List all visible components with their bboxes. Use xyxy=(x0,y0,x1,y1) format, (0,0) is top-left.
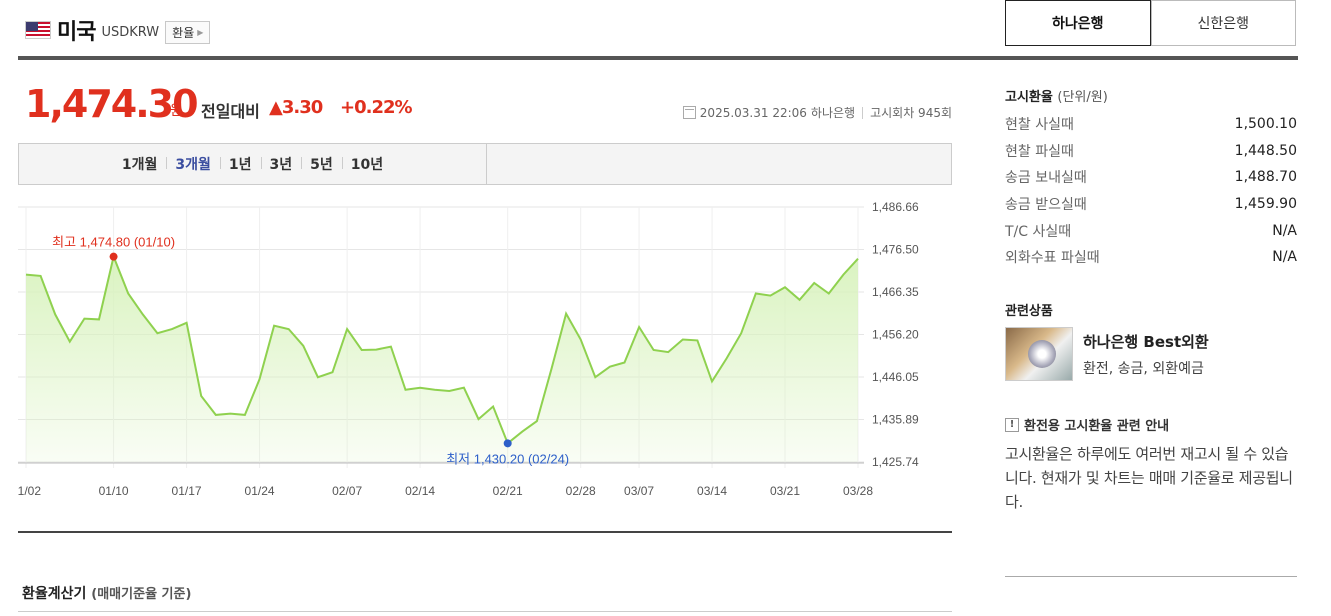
page-title: 미국 xyxy=(57,20,96,45)
change-label: 전일대비 xyxy=(201,102,260,121)
calculator-divider xyxy=(18,611,952,612)
chart-divider xyxy=(18,531,952,533)
rate-value: N/A xyxy=(1272,222,1297,239)
notice-section: ! 환전용 고시환율 관련 안내 고시환율은 하루에도 여러번 재고시 될 수 … xyxy=(1005,415,1297,514)
y-tick-label: 1,476.50 xyxy=(872,243,919,257)
rate-row: 현찰 파실때 1,448.50 xyxy=(1005,138,1297,165)
x-tick-label: 03/07 xyxy=(624,484,654,498)
period-tab-group: 1개월 3개월 1년 3년 5년 10년 xyxy=(19,144,487,184)
x-tick-label: 01/17 xyxy=(172,484,202,498)
chevron-right-icon: ▶ xyxy=(197,27,204,37)
product-name[interactable]: 하나은행 Best외환 xyxy=(1083,333,1209,351)
min-point xyxy=(503,439,512,448)
x-tick-label: 03/28 xyxy=(843,484,873,498)
tab-1-year[interactable]: 1년 xyxy=(219,154,261,174)
period-tabs: 1개월 3개월 1년 3년 5년 10년 xyxy=(18,143,952,185)
max-point xyxy=(109,252,118,261)
rate-chart[interactable]: 1,486.66 1,476.50 1,466.35 1,456.20 1,446.05… xyxy=(18,195,952,505)
calculator-title: 환율계산기 (매매기준율 기준) xyxy=(22,583,191,603)
exclamation-icon: ! xyxy=(1005,417,1019,432)
rates-heading: 고시환율 (단위/원) xyxy=(1005,86,1297,105)
product-image[interactable] xyxy=(1005,327,1073,381)
meta-divider xyxy=(862,106,864,119)
bank-tabs: 하나은행 신한은행 xyxy=(1005,0,1296,46)
x-tick-label: 02/14 xyxy=(405,484,435,498)
current-rate: 1,474.30 xyxy=(25,82,199,126)
notice-heading: ! 환전용 고시환율 관련 안내 xyxy=(1005,415,1297,434)
related-heading: 관련상품 xyxy=(1005,304,1053,319)
rate-value: 1,459.90 xyxy=(1234,196,1297,213)
x-tick-label: 02/07 xyxy=(332,484,362,498)
x-tick-label: 01/24 xyxy=(245,484,275,498)
min-label: 최저 1,430.20 (02/24) xyxy=(446,451,569,466)
product-description: 환전, 송금, 외환예금 xyxy=(1083,361,1204,377)
x-tick-label: 02/28 xyxy=(566,484,596,498)
rate-datetime: 2025.03.31 22:06 xyxy=(699,105,807,120)
tab-3-years[interactable]: 3년 xyxy=(260,154,302,174)
y-tick-label: 1,466.35 xyxy=(872,285,919,299)
calculator-subtitle: (매매기준율 기준) xyxy=(91,587,192,602)
rate-row: 외화수표 파실때 N/A xyxy=(1005,244,1297,271)
notice-rates-panel: 고시환율 (단위/원) 현찰 사실때 1,500.10 현찰 파실때 1,448.5… xyxy=(1005,86,1297,271)
calendar-icon xyxy=(682,106,696,119)
rate-row: 송금 보내실때 1,488.70 xyxy=(1005,164,1297,191)
tab-3-months[interactable]: 3개월 xyxy=(166,154,220,174)
page-header: 미국 USDKRW 환율 ▶ xyxy=(18,10,952,50)
rate-label: 송금 받으실때 xyxy=(1005,197,1087,214)
rate-label: 외화수표 파실때 xyxy=(1005,250,1100,267)
y-tick-label: 1,435.89 xyxy=(872,413,919,427)
rate-row: 현찰 사실때 1,500.10 xyxy=(1005,111,1297,138)
tab-10-years[interactable]: 10년 xyxy=(341,154,392,174)
rates-heading-unit: (단위/원) xyxy=(1057,90,1108,105)
y-tick-label: 1,425.74 xyxy=(872,455,919,469)
rate-label: 현찰 파실때 xyxy=(1005,143,1074,160)
y-tick-label: 1,486.66 xyxy=(872,200,919,214)
rate-unit: 원 xyxy=(170,103,183,119)
rates-heading-text: 고시환율 xyxy=(1005,90,1053,105)
max-label: 최고 1,474.80 (01/10) xyxy=(52,235,175,250)
rate-meta: 2025.03.31 22:06 하나은행 고시회차 945회 xyxy=(682,104,952,121)
right-column-divider xyxy=(1005,576,1297,577)
tab-hana-bank[interactable]: 하나은행 xyxy=(1005,0,1151,46)
currency-code: USDKRW xyxy=(101,24,160,40)
x-tick-label: 01/02 xyxy=(18,484,41,498)
us-flag-icon xyxy=(25,21,51,39)
converter-button-label: 환율 xyxy=(172,25,195,40)
rate-value: 1,500.10 xyxy=(1234,116,1297,133)
x-tick-label: 03/14 xyxy=(697,484,727,498)
change-value: ▲3.30 xyxy=(269,97,323,118)
series-area xyxy=(26,256,858,462)
tab-1-month[interactable]: 1개월 xyxy=(121,157,158,173)
notice-heading-text: 환전용 고시환율 관련 안내 xyxy=(1024,419,1170,434)
calculator-title-text: 환율계산기 xyxy=(22,586,87,602)
change-percent: +0.22% xyxy=(340,97,413,118)
rate-value: 1,448.50 xyxy=(1234,142,1297,159)
x-tick-label: 02/21 xyxy=(493,484,523,498)
rate-bank: 하나은행 xyxy=(810,106,856,120)
product-card[interactable]: 하나은행 Best외환 환전, 송금, 외환예금 xyxy=(1005,327,1297,381)
rate-row: 송금 받으실때 1,459.90 xyxy=(1005,191,1297,218)
y-tick-label: 1,446.05 xyxy=(872,370,919,384)
rate-round: 고시회차 945회 xyxy=(870,106,952,120)
tab-5-years[interactable]: 5년 xyxy=(301,154,342,174)
rate-label: 현찰 사실때 xyxy=(1005,117,1074,134)
rate-row: T/C 사실때 N/A xyxy=(1005,217,1297,244)
converter-button[interactable]: 환율 ▶ xyxy=(165,20,211,44)
rates-table: 현찰 사실때 1,500.10 현찰 파실때 1,448.50 송금 보내실때 1,4… xyxy=(1005,111,1297,271)
tab-shinhan-bank[interactable]: 신한은행 xyxy=(1150,0,1296,46)
y-tick-label: 1,456.20 xyxy=(872,328,919,342)
rate-label: 송금 보내실때 xyxy=(1005,170,1087,187)
x-tick-label: 01/10 xyxy=(99,484,129,498)
x-tick-label: 03/21 xyxy=(770,484,800,498)
notice-text: 고시환율은 하루에도 여러번 재고시 될 수 있습니다. 현재가 및 차트는 매… xyxy=(1005,445,1293,511)
related-products: 관련상품 하나은행 Best외환 환전, 송금, 외환예금 xyxy=(1005,300,1297,381)
rate-label: T/C 사실때 xyxy=(1005,223,1072,240)
rate-value: N/A xyxy=(1272,249,1297,266)
header-divider xyxy=(18,56,1298,60)
rate-value: 1,488.70 xyxy=(1234,169,1297,186)
price-summary: 1,474.30 원 전일대비 ▲3.30 +0.22% 2025.03.31 … xyxy=(25,82,952,128)
series-line xyxy=(25,253,859,445)
